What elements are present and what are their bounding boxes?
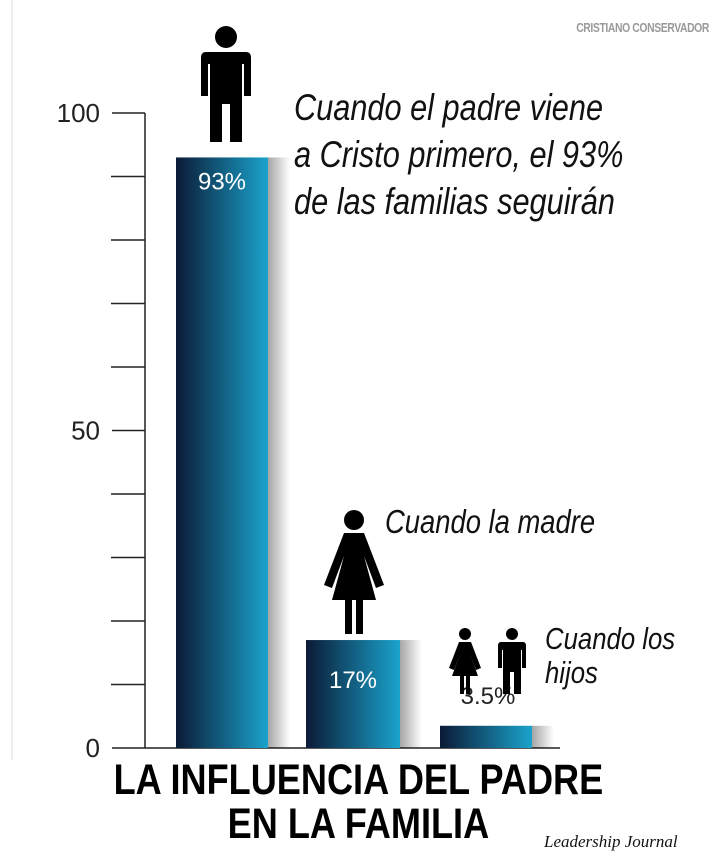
bars: 93%17%3.5% — [176, 157, 554, 748]
caption-children-line: Cuando los — [545, 621, 676, 656]
woman-icon — [324, 510, 384, 634]
y-tick-label: 0 — [86, 733, 100, 763]
caption-mother-line: Cuando la madre — [385, 503, 596, 540]
bar-shadow — [400, 640, 422, 748]
man-icon — [201, 26, 251, 142]
bar-shadow — [268, 157, 290, 748]
caption-father-line: a Cristo primero, el 93% — [294, 134, 624, 175]
boy-icon — [498, 628, 526, 694]
source-credit: Leadership Journal — [544, 832, 678, 851]
y-tick-label: 100 — [57, 98, 100, 128]
caption-children: Cuando los hijos — [545, 622, 675, 690]
y-tick-label: 50 — [71, 416, 100, 446]
bar-value-label: 17% — [329, 667, 377, 694]
bar — [440, 725, 532, 748]
watermark: CRISTIANO CONSERVADOR — [576, 20, 709, 35]
bar-value-label: 93% — [198, 168, 246, 195]
caption-children-line: hijos — [545, 655, 598, 690]
bar-shadow — [532, 725, 554, 748]
bar — [176, 157, 268, 748]
caption-mother: Cuando la madre — [385, 498, 595, 545]
chart-title-line-1: LA INFLUENCIA DEL PADRE — [113, 756, 604, 804]
caption-father: Cuando el padre viene a Cristo primero, … — [294, 84, 623, 225]
caption-father-line: de las familias seguirán — [294, 181, 615, 222]
icons — [201, 26, 526, 694]
bar — [306, 640, 400, 748]
caption-father-line: Cuando el padre viene — [294, 87, 604, 128]
chart-title-line-2: EN LA FAMILIA — [227, 800, 490, 848]
girl-icon — [449, 628, 481, 694]
